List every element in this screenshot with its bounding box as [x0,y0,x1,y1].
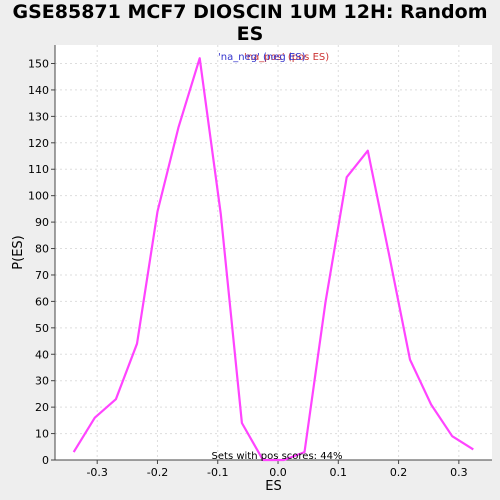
y-tick-label: 110 [28,163,49,176]
y-tick-label: 0 [42,454,49,467]
y-tick-label: 30 [35,375,49,388]
pos-scores-annotation: Sets with pos scores: 44% [212,451,343,462]
y-axis-label: P(ES) [11,235,26,269]
y-tick-label: 130 [28,110,49,123]
plot-area [55,45,492,460]
x-tick-label: 0.2 [390,466,408,479]
y-tick-label: 120 [28,137,49,150]
y-tick-label: 150 [28,58,49,71]
x-tick-label: 0.3 [450,466,468,479]
chart-title-line-1: GSE85871 MCF7 DIOSCIN 1UM 12H: Random ES [12,1,488,45]
legend: 'na_pos' (pos ES) 'na_neg' (neg ES) [218,52,329,63]
y-tick-label: 80 [35,243,49,256]
y-tick-label: 40 [35,348,49,361]
x-tick-label: 0.1 [330,466,348,479]
series-lines [72,57,474,462]
y-tick-label: 100 [28,190,49,203]
x-axis-label: ES [265,479,281,494]
y-tick-label: 60 [35,295,49,308]
y-tick-label: 90 [35,216,49,229]
y-tick-label: 20 [35,401,49,414]
x-tick-label: -0.2 [147,466,168,479]
x-tick-label: -0.1 [207,466,228,479]
x-tick-label: -0.3 [86,466,107,479]
legend-pos-label: 'na_pos' (pos ES) [244,52,329,63]
distribution-line [72,57,474,462]
grid-lines [55,45,492,461]
legend-neg-label: 'na_neg' (neg ES) [218,52,306,63]
axes: 0 10 20 30 40 50 60 70 80 90 100 110 120 130 140 150 -0.… [28,45,492,479]
y-tick-label: 10 [35,428,49,441]
y-tick-label: 140 [28,84,49,97]
y-tick-label: 50 [35,322,49,335]
y-tick-label: 70 [35,269,49,282]
x-tick-label: 0.0 [269,466,287,479]
